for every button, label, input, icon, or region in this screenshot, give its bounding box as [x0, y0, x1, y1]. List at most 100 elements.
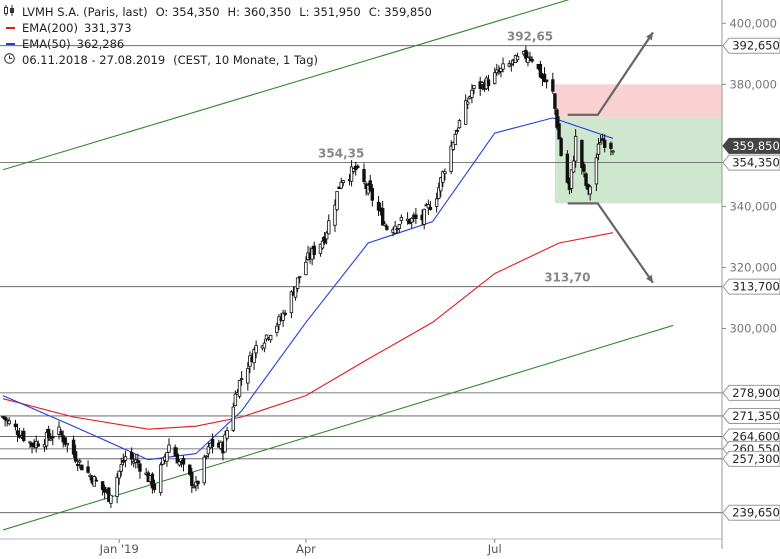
x-tick-label: Apr — [296, 542, 316, 556]
candle — [611, 149, 615, 155]
candle-body — [295, 277, 300, 289]
candle — [237, 379, 242, 399]
open-value: O: 354,350 — [155, 5, 220, 19]
candle-body — [515, 55, 520, 61]
candle-body — [493, 72, 497, 84]
candle-body — [233, 393, 238, 406]
y-tick-label: 320,000 — [729, 260, 777, 274]
candle-body — [86, 466, 90, 473]
candle-body — [15, 430, 20, 436]
x-tick-label: Jan '19 — [99, 542, 139, 556]
arrow-shaft — [567, 202, 654, 284]
scenario-arrows — [567, 31, 654, 284]
level-label: 264,600 — [722, 428, 780, 445]
candle — [320, 237, 325, 250]
candle — [399, 214, 404, 225]
candle — [262, 339, 267, 353]
ema50-swatch — [6, 43, 15, 45]
candle — [472, 84, 476, 95]
candle — [13, 419, 18, 431]
candle — [73, 444, 78, 464]
candle — [239, 371, 244, 386]
candle — [123, 450, 128, 468]
candle — [264, 334, 269, 342]
candle-body — [115, 476, 119, 497]
candle — [102, 484, 107, 500]
candle — [594, 153, 599, 192]
price-labels: 392,650 354,350 313,700 278,900 271,350 264,6… — [318, 30, 780, 521]
candle-body — [281, 312, 285, 321]
ema200-value: 331,373 — [83, 21, 132, 35]
level-label-text: 392,650 — [732, 39, 780, 53]
candle-body — [107, 487, 111, 502]
candle — [283, 309, 287, 317]
candle — [57, 421, 61, 440]
candle — [497, 65, 501, 76]
candle — [44, 429, 49, 450]
legend-ema50-row: EMA(50) 362,286 — [4, 36, 432, 52]
candle — [246, 362, 250, 391]
candle — [588, 184, 592, 201]
candle — [94, 477, 99, 482]
candle-body — [71, 439, 76, 455]
price-annotation: 392,65 — [507, 30, 553, 44]
candle — [451, 141, 455, 151]
candle-body — [136, 460, 140, 464]
candle-body — [192, 486, 196, 489]
candle — [569, 169, 574, 194]
candle-body — [544, 79, 549, 83]
candle — [449, 140, 453, 175]
last-price-label-box — [722, 137, 780, 154]
candle-body — [252, 349, 256, 364]
instrument-name: LVMH S.A. (Paris, last) — [22, 5, 148, 19]
candle — [22, 427, 26, 443]
candle-body — [441, 171, 445, 183]
candle — [28, 440, 32, 449]
candle — [470, 84, 474, 104]
candle — [324, 231, 329, 245]
candle — [538, 61, 543, 79]
y-tick-label: 380,000 — [729, 77, 777, 91]
ema200-swatch — [6, 27, 15, 29]
target-zones — [554, 84, 722, 204]
candle-body — [380, 208, 385, 226]
candle — [434, 192, 439, 213]
level-label-text: 278,900 — [732, 386, 780, 400]
ema50-value: 362,286 — [76, 37, 125, 51]
candle — [526, 51, 530, 67]
level-label: 239,650 — [722, 504, 780, 521]
candle-body — [383, 223, 387, 226]
candle — [115, 473, 119, 504]
candle — [499, 67, 503, 78]
candle — [65, 442, 70, 453]
arrow-down — [567, 202, 654, 284]
candle — [5, 417, 9, 427]
candle-body — [611, 150, 615, 153]
candle — [509, 60, 514, 72]
candle-body — [239, 378, 244, 380]
candle-body — [102, 487, 107, 493]
candle — [188, 464, 192, 476]
candle-body — [275, 325, 279, 334]
candle-body — [426, 204, 431, 209]
candle-body — [75, 464, 80, 466]
candle — [161, 457, 165, 466]
clock-icon — [4, 52, 16, 68]
candle-body — [495, 69, 499, 74]
high-value: H: 360,350 — [227, 5, 292, 19]
candle — [196, 480, 200, 490]
candle — [225, 426, 229, 441]
candle-body — [28, 441, 32, 444]
candle-body — [202, 456, 206, 484]
candle-body — [73, 451, 78, 462]
candle — [121, 453, 126, 466]
candle-body — [437, 187, 441, 199]
candle — [584, 172, 588, 189]
arrow-head — [646, 32, 653, 41]
candle — [457, 118, 462, 129]
candle-body — [497, 71, 501, 74]
candle — [383, 221, 387, 227]
candle — [493, 67, 497, 85]
